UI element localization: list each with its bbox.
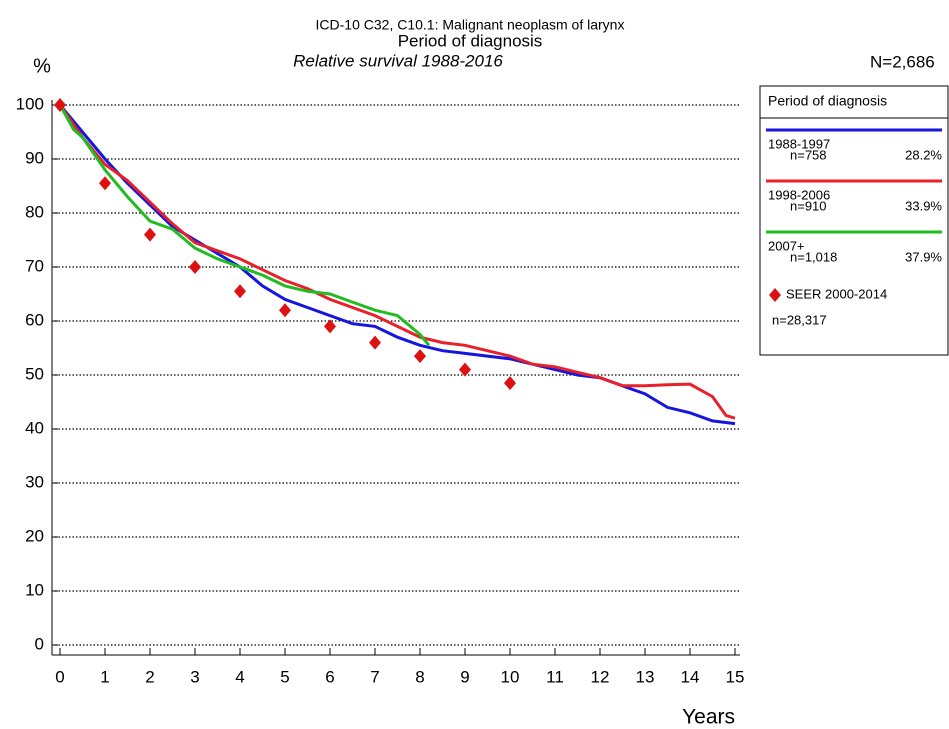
seer-marker (369, 335, 381, 350)
x-tick-label: 1 (100, 667, 109, 686)
survival-line (58, 104, 431, 347)
survival-line (58, 104, 736, 420)
x-tick-label: 5 (280, 667, 289, 686)
legend-share: 37.9% (905, 249, 942, 264)
x-tick-label: 0 (55, 667, 64, 686)
x-tick-label: 15 (726, 667, 745, 686)
seer-marker (279, 303, 291, 318)
y-axis-label: % (33, 55, 51, 77)
y-tick-label: 70 (25, 256, 44, 275)
x-tick-label: 12 (591, 667, 610, 686)
y-tick-label: 80 (25, 202, 44, 221)
y-tick-label: 40 (25, 418, 44, 437)
seer-marker (189, 260, 201, 274)
y-tick-label: 60 (25, 310, 44, 329)
x-tick-label: 14 (681, 667, 700, 686)
legend-label: 1998-2006 (768, 187, 830, 202)
y-tick-label: 50 (25, 364, 44, 383)
x-tick-label: 3 (190, 667, 199, 686)
y-tick-label: 100 (16, 94, 44, 113)
legend-label: SEER 2000-2014 (786, 286, 887, 301)
legend-label: 2007+ (768, 238, 805, 253)
x-tick-label: 6 (325, 667, 334, 686)
x-tick-label: 13 (636, 667, 655, 686)
legend-share: 28.2% (905, 147, 942, 162)
y-tick-label: 0 (35, 634, 44, 653)
y-tick-label: 90 (25, 148, 44, 167)
seer-marker (414, 349, 426, 364)
seer-marker (144, 227, 156, 242)
legend-share: 33.9% (905, 198, 942, 213)
seer-marker (54, 98, 66, 112)
x-tick-label: 4 (235, 667, 244, 686)
seer-marker (99, 176, 111, 191)
legend-box (759, 85, 949, 356)
seer-marker (459, 362, 471, 377)
x-tick-label: 9 (460, 667, 469, 686)
legend-title: Period of diagnosis (768, 93, 887, 109)
seer-marker (234, 284, 246, 299)
legend-marker (769, 288, 781, 302)
legend-n: n=758 (790, 147, 827, 162)
survival-line (58, 104, 736, 426)
x-axis-label: Years (682, 706, 735, 729)
seer-marker (504, 376, 516, 391)
chart-subtitle2: Relative survival 1988-2016 (293, 51, 503, 70)
legend-n: n=1,018 (790, 249, 837, 264)
annotation: N=2,686 (870, 52, 935, 71)
seer-marker (324, 319, 336, 334)
x-tick-label: 10 (501, 667, 520, 686)
legend-n: n=28,317 (772, 312, 827, 327)
x-tick-label: 2 (145, 667, 154, 686)
x-tick-label: 8 (415, 667, 424, 686)
y-tick-label: 30 (25, 472, 44, 491)
y-tick-label: 10 (25, 580, 44, 599)
legend-n: n=910 (790, 198, 827, 213)
y-tick-label: 20 (25, 526, 44, 545)
x-tick-label: 11 (546, 667, 564, 686)
x-tick-label: 7 (370, 667, 379, 686)
chart-title: ICD-10 C32, C10.1: Malignant neoplasm of… (316, 17, 625, 33)
chart-subtitle: Period of diagnosis (398, 31, 543, 50)
legend-label: 1988-1997 (768, 136, 830, 151)
